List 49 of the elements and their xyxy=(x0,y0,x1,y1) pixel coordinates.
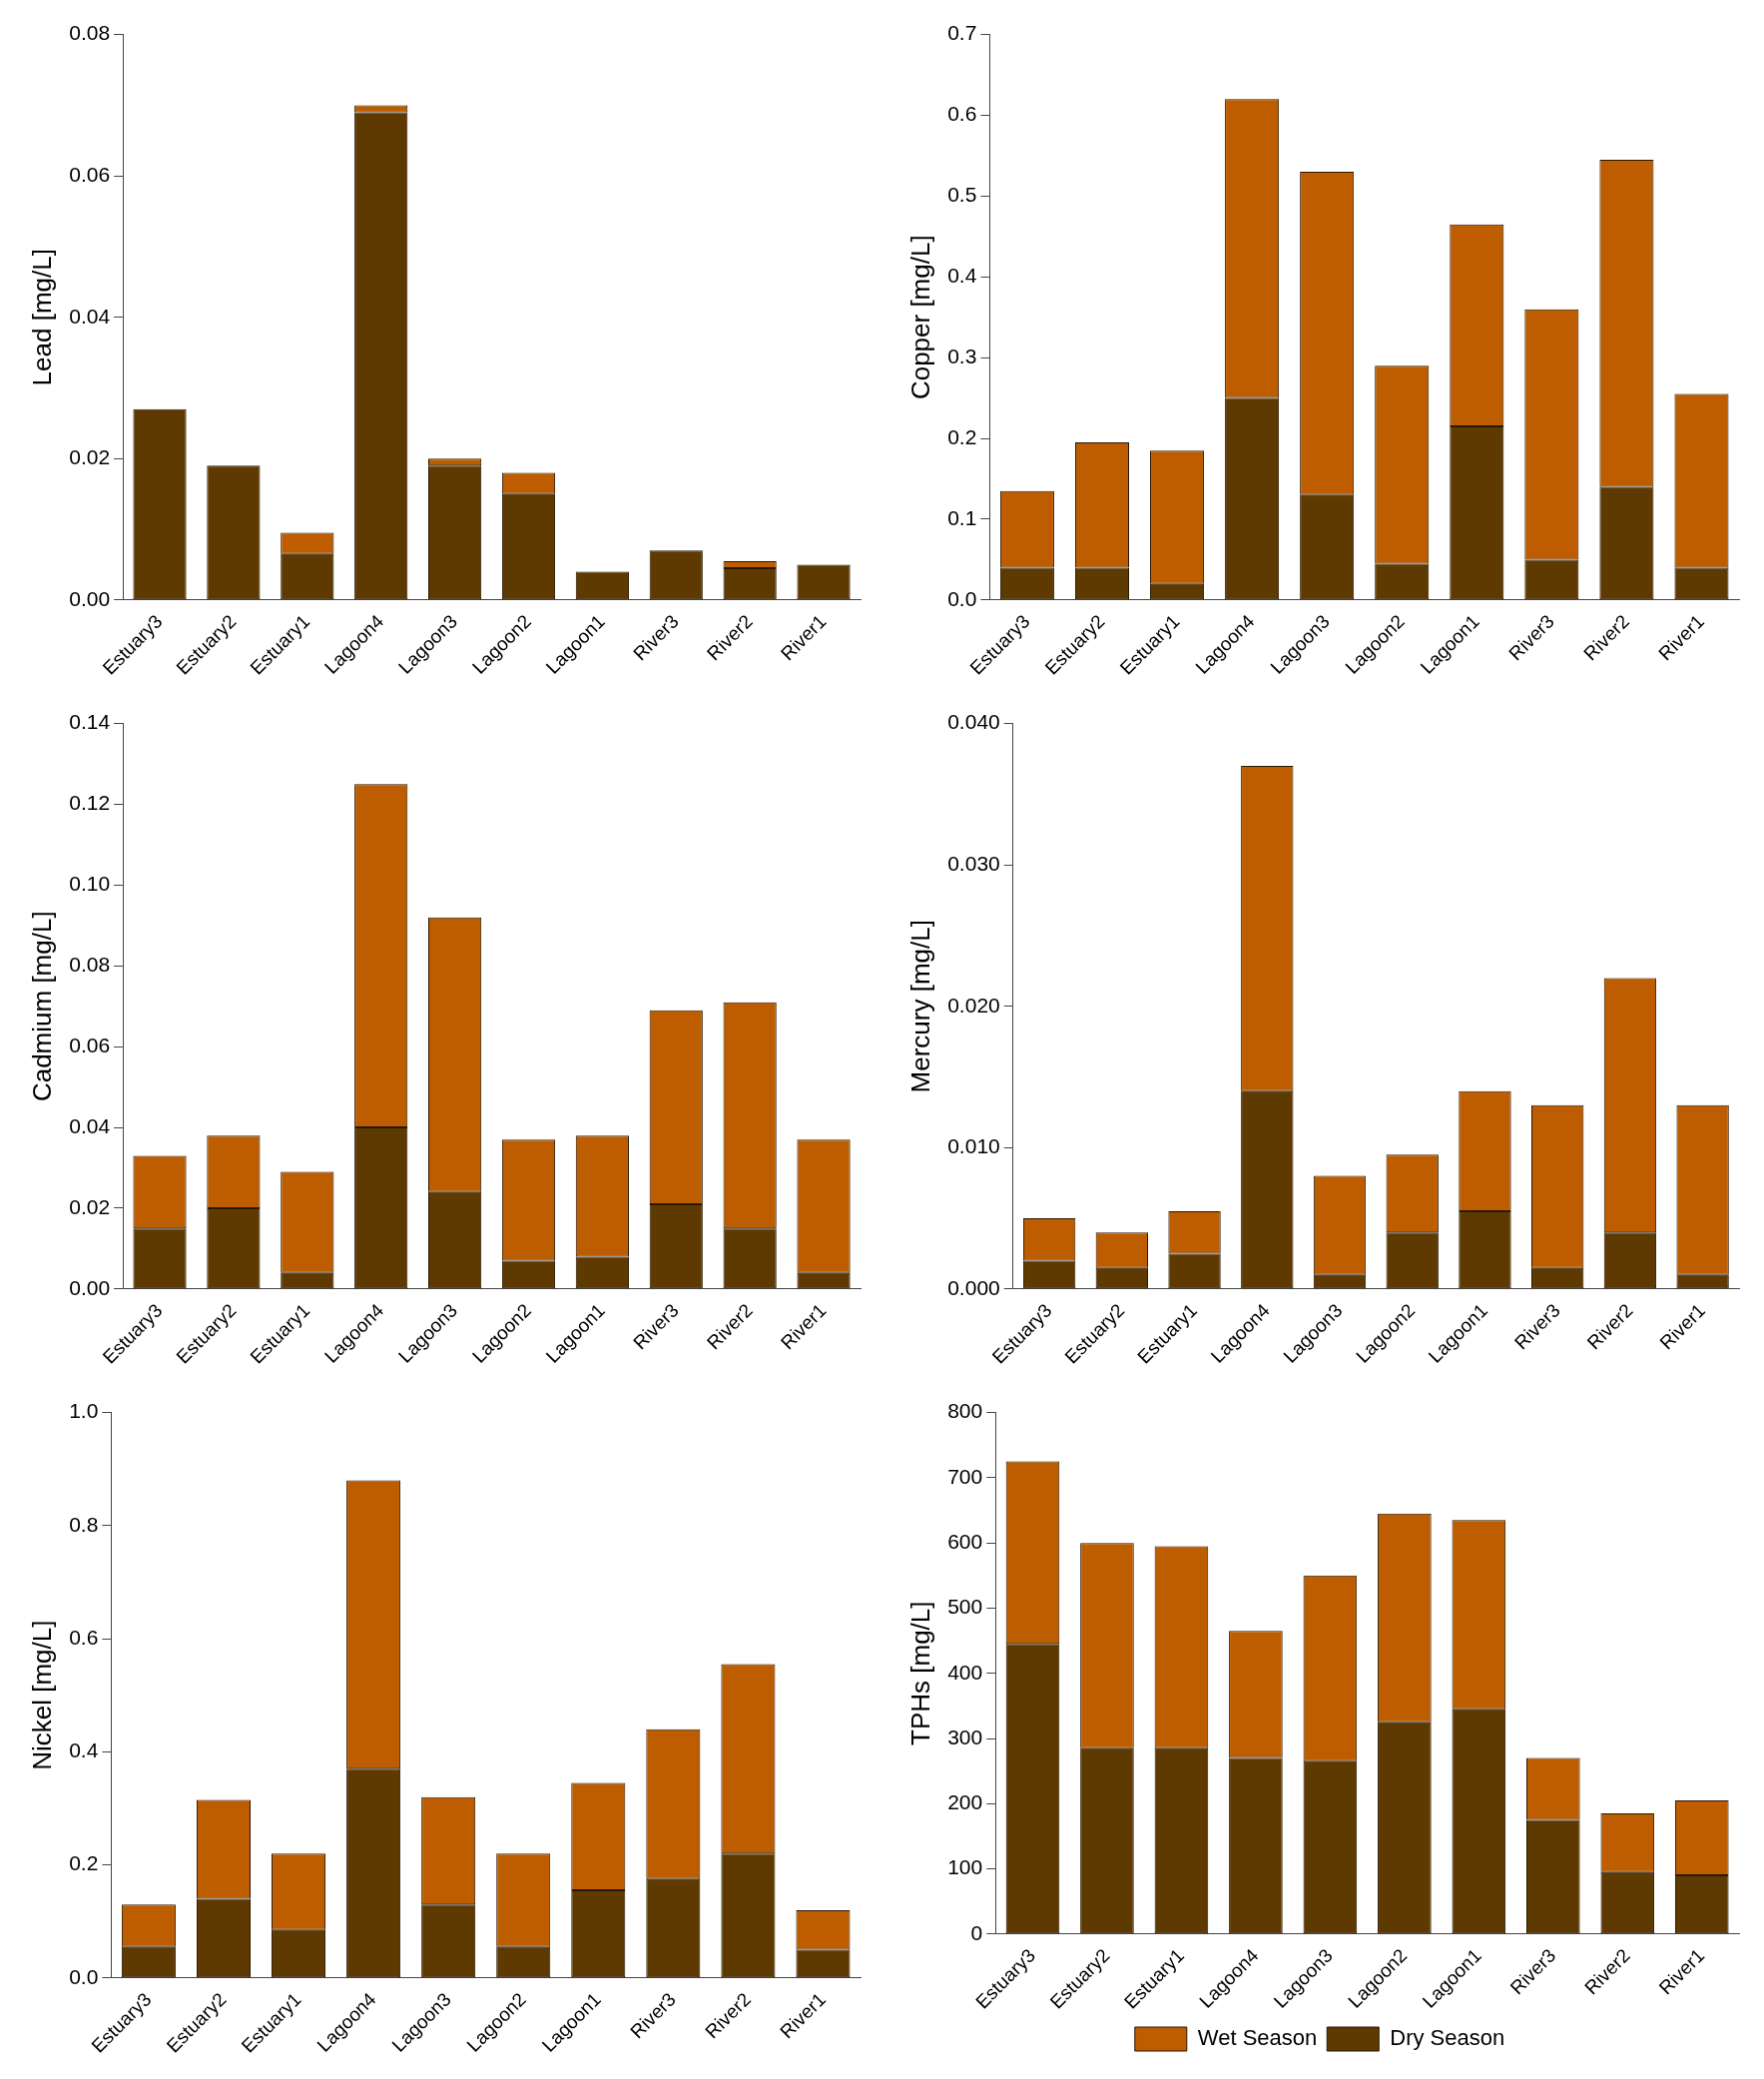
legend-label: Wet Season xyxy=(1197,2025,1318,2051)
y-tick-label: 0.00 xyxy=(69,1275,111,1299)
y-tick-label: 0.4 xyxy=(947,264,977,288)
y-axis-title: Mercury [mg/L] xyxy=(904,920,935,1093)
y-tick-label: 0.04 xyxy=(69,304,111,328)
y-tick-label: 0.12 xyxy=(69,791,111,815)
y-tick-label: 200 xyxy=(947,1790,983,1814)
y-tick-label: 0.2 xyxy=(69,1851,99,1875)
y-tick-label: 500 xyxy=(947,1595,983,1619)
y-tick-label: 0.7 xyxy=(947,21,977,45)
y-tick-label: 0.08 xyxy=(69,21,111,45)
y-axis-title: Copper [mg/L] xyxy=(904,235,935,400)
y-tick-label: 0.08 xyxy=(69,953,111,977)
y-tick-label: 800 xyxy=(947,1399,983,1423)
y-tick-label: 0.030 xyxy=(947,851,1000,875)
y-tick-label: 0.06 xyxy=(69,1033,111,1056)
y-tick-label: 0.02 xyxy=(69,1194,111,1218)
legend-label: Dry Season xyxy=(1390,2025,1505,2051)
y-axis-title: TPHs [mg/L] xyxy=(904,1601,935,1745)
y-tick-label: 0.00 xyxy=(69,586,111,610)
y-tick-label: 0.06 xyxy=(69,162,111,186)
y-tick-label: 0.010 xyxy=(947,1134,1000,1158)
y-tick-label: 0.0 xyxy=(947,586,977,610)
y-tick-label: 0 xyxy=(970,1920,983,1944)
y-axis-title: Lead [mg/L] xyxy=(26,249,57,386)
y-tick-label: 100 xyxy=(947,1855,983,1879)
y-axis-title: Cadmium [mg/L] xyxy=(26,911,57,1102)
y-tick-label: 1.0 xyxy=(69,1399,99,1423)
y-tick-label: 0.10 xyxy=(69,872,111,896)
y-tick-label: 700 xyxy=(947,1464,983,1488)
y-tick-label: 0.040 xyxy=(947,710,1000,734)
y-tick-label: 0.04 xyxy=(69,1113,111,1137)
y-tick-label: 0.6 xyxy=(69,1625,99,1649)
y-tick-label: 0.14 xyxy=(69,710,111,734)
y-tick-label: 0.2 xyxy=(947,424,977,448)
y-tick-label: 0.4 xyxy=(69,1738,99,1762)
y-tick-label: 0.8 xyxy=(69,1512,99,1536)
y-tick-label: 0.3 xyxy=(947,344,977,367)
y-tick-label: 0.5 xyxy=(947,183,977,207)
y-tick-label: 400 xyxy=(947,1660,983,1684)
y-tick-label: 0.1 xyxy=(947,505,977,529)
y-tick-label: 0.02 xyxy=(69,445,111,469)
y-tick-label: 0.6 xyxy=(947,102,977,126)
y-tick-label: 0.0 xyxy=(69,1964,99,1988)
y-tick-label: 0.000 xyxy=(947,1275,1000,1299)
y-tick-label: 0.020 xyxy=(947,993,1000,1017)
y-tick-label: 300 xyxy=(947,1725,983,1748)
y-axis-title: Nickel [mg/L] xyxy=(26,1620,57,1770)
y-tick-label: 600 xyxy=(947,1529,983,1553)
